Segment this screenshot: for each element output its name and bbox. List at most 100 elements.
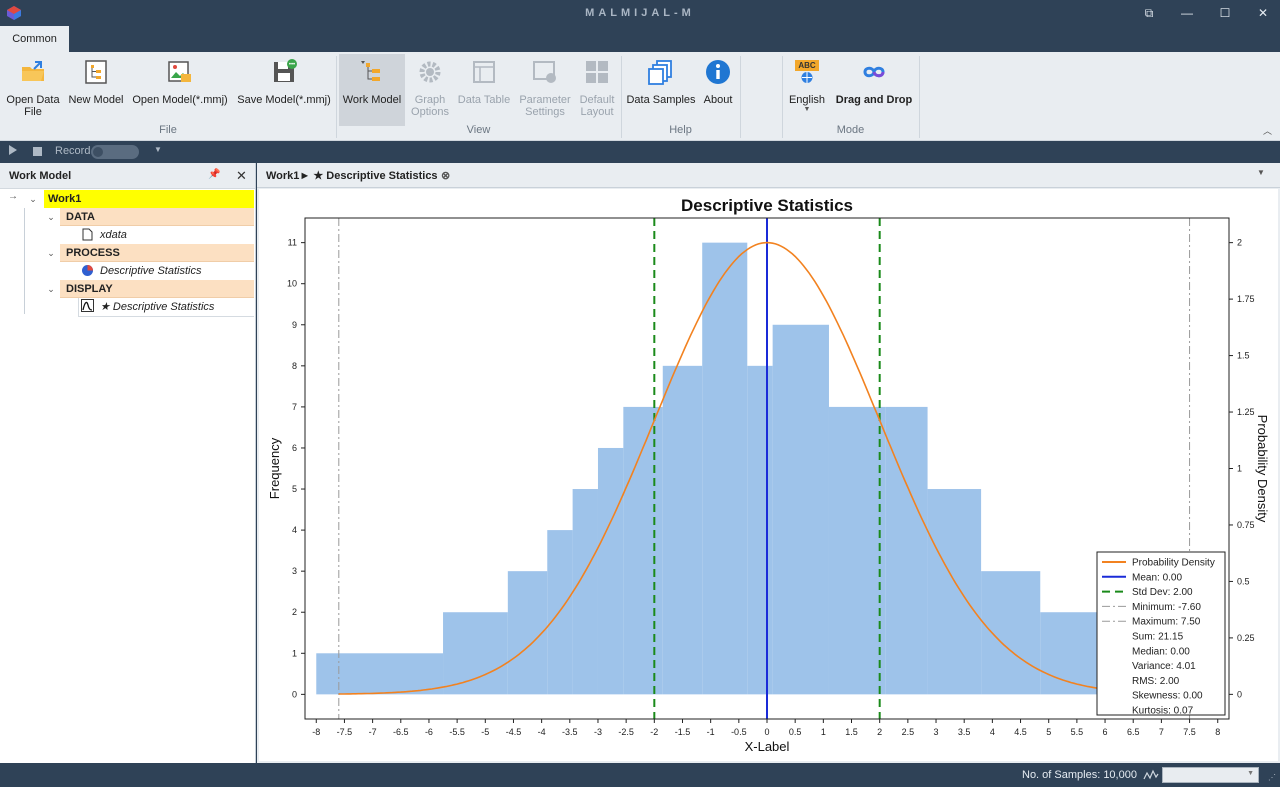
tree-section-data[interactable]: DATA [60, 208, 254, 226]
pin-icon[interactable]: 📌 [208, 169, 221, 180]
legend-stat: Sum: 21.15 [1132, 632, 1184, 643]
tab-common[interactable]: Common [0, 26, 69, 52]
work-model-panel: Work Model 📌 ✕ → ⌄ Work1 ⌄ DATA xdata ⌄ … [0, 163, 256, 763]
x-tick-label: 1.5 [845, 727, 858, 737]
drag-and-drop-button[interactable]: Drag and Drop [832, 54, 916, 126]
legend-entry: Probability Density [1132, 558, 1215, 569]
maximize-button[interactable]: ☐ [1219, 6, 1231, 20]
x-tick-label: 7.5 [1183, 727, 1196, 737]
signal-icon [1143, 769, 1159, 780]
document-tab[interactable]: Work1► ★ Descriptive Statistics ⊗ [259, 165, 455, 187]
group-separator [621, 56, 622, 138]
x-tick-label: -1 [707, 727, 715, 737]
x-tick-label: -0.5 [731, 727, 747, 737]
resize-grip-icon[interactable]: ⋰ [1268, 773, 1276, 782]
status-bar: No. of Samples: 10,000 ▼ ⋰ [0, 763, 1280, 787]
histogram-bar [547, 530, 573, 695]
save-model-button[interactable]: ••• Save Model(*.mmj) [234, 54, 334, 126]
document-area: Work1► ★ Descriptive Statistics ⊗ ▼ Desc… [257, 163, 1280, 763]
chevron-down-icon[interactable]: ⌄ [29, 194, 37, 204]
graph-options-label-2: Options [411, 106, 449, 118]
record-label: Record [55, 145, 91, 157]
graph-options-button[interactable]: Graph Options [406, 54, 454, 126]
close-panel-icon[interactable]: ✕ [236, 168, 247, 183]
tree-section-display[interactable]: DISPLAY [60, 280, 254, 298]
x-tick-label: 6.5 [1127, 727, 1140, 737]
tree-section-process[interactable]: PROCESS [60, 244, 254, 262]
chevron-down-icon: ▼ [1247, 770, 1254, 777]
language-dropdown[interactable]: ABC English ▼ [786, 54, 828, 126]
data-samples-icon [648, 60, 672, 85]
parameter-settings-button[interactable]: Parameter Settings [516, 54, 574, 126]
ribbon-tab-strip: Common [0, 26, 1280, 52]
tree-item-descriptive-statistics[interactable]: Descriptive Statistics [100, 265, 202, 277]
x-tick-label: -2 [650, 727, 658, 737]
drag-and-drop-label: Drag and Drop [835, 94, 913, 106]
about-label: About [703, 94, 733, 106]
x-tick-label: 6 [1103, 727, 1108, 737]
restore-layout-button[interactable]: ⧉ [1144, 6, 1154, 20]
default-layout-button[interactable]: Default Layout [576, 54, 618, 126]
record-dropdown-icon[interactable]: ▼ [154, 145, 162, 154]
chevron-down-icon[interactable]: ⌄ [47, 212, 55, 222]
info-icon [706, 60, 730, 84]
new-model-label: New Model [68, 94, 124, 106]
work-model-icon [361, 61, 380, 81]
new-model-button[interactable]: New Model [66, 54, 126, 126]
histogram-bar [443, 612, 508, 695]
tree-item-display-descriptive-statistics[interactable]: ★ Descriptive Statistics [100, 301, 215, 313]
chevron-down-icon[interactable]: ⌄ [47, 248, 55, 258]
histogram-bar [662, 365, 703, 695]
y-tick-label: 7 [292, 402, 297, 412]
abc-badge: ABC [795, 60, 819, 71]
record-toolbar: Record ▼ [0, 141, 1280, 163]
work-model-header: Work Model 📌 ✕ [0, 163, 255, 189]
table-icon [473, 61, 495, 83]
close-button[interactable]: ✕ [1257, 6, 1269, 20]
y2-axis-label: Probability Density [1255, 415, 1270, 523]
status-dropdown[interactable]: ▼ [1162, 767, 1259, 783]
histogram-bar [927, 489, 982, 695]
play-icon[interactable] [9, 145, 17, 155]
data-samples-button[interactable]: Data Samples [625, 54, 697, 126]
data-table-button[interactable]: Data Table [456, 54, 512, 126]
tree-root-work1[interactable]: Work1 [44, 190, 254, 208]
graph-options-label-1: Graph [414, 94, 446, 106]
y-tick-label: 6 [292, 443, 297, 453]
legend-stat: Variance: 4.01 [1132, 661, 1196, 672]
y-tick-label: 11 [288, 238, 297, 248]
open-model-icon [168, 61, 191, 82]
y-tick-label: 10 [287, 279, 297, 289]
new-model-icon [85, 60, 107, 84]
x-tick-label: -2.5 [618, 727, 634, 737]
stop-icon[interactable] [33, 147, 42, 156]
density-curve [338, 241, 1190, 695]
x-axis-label: X-Label [745, 739, 790, 754]
open-model-button[interactable]: Open Model(*.mmj) [130, 54, 230, 126]
tree-item-xdata[interactable]: xdata [100, 229, 127, 241]
open-model-label: Open Model(*.mmj) [132, 94, 228, 106]
parameter-settings-label-1: Parameter [519, 94, 571, 106]
minimize-button[interactable]: — [1181, 6, 1193, 20]
title-bar: MALMIJAL-M ⧉ — ☐ ✕ [0, 0, 1280, 26]
x-tick-label: 2.5 [902, 727, 915, 737]
x-tick-label: -5 [481, 727, 489, 737]
x-tick-label: -8 [312, 727, 320, 737]
open-data-file-button[interactable]: Open Data File [2, 54, 64, 126]
collapse-ribbon-icon[interactable]: ︿ [1262, 126, 1272, 136]
legend-entry: Mean: 0.00 [1132, 572, 1182, 583]
legend-entry: Std Dev: 2.00 [1132, 587, 1193, 598]
close-tab-icon[interactable]: ⊗ [441, 170, 451, 182]
y2-tick-label: 0.25 [1237, 633, 1255, 643]
histogram-bar [772, 324, 829, 695]
tab-menu-chevron-icon[interactable]: ▼ [1257, 168, 1265, 177]
histogram-bar [828, 406, 886, 695]
record-toggle[interactable] [91, 145, 139, 159]
chevron-down-icon[interactable]: ⌄ [47, 284, 55, 294]
x-tick-label: 0 [764, 727, 769, 737]
about-button[interactable]: About [700, 54, 736, 126]
app-title: MALMIJAL-M [585, 7, 695, 19]
y2-tick-label: 1 [1237, 464, 1242, 474]
work-model-title: Work Model [9, 170, 72, 182]
work-model-button[interactable]: Work Model [339, 54, 405, 126]
